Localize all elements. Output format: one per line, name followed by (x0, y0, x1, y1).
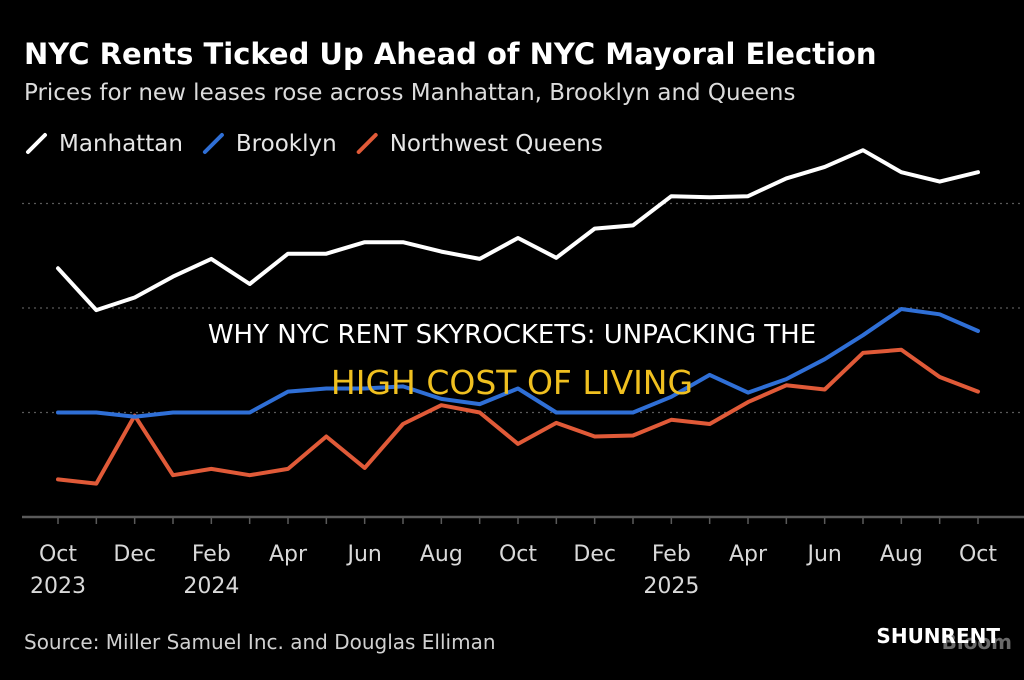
x-tick-label: Feb (192, 542, 231, 567)
x-tick-label: Aug (880, 542, 923, 567)
legend-swatch (202, 133, 224, 154)
legend-swatch (26, 133, 47, 154)
series-lines (56, 148, 980, 486)
headline-line-2: HIGH COST OF LIVING (331, 363, 693, 402)
x-tick-label: Apr (729, 542, 768, 567)
x-tick-label: Feb (652, 542, 691, 567)
gridlines (22, 202, 1024, 414)
legend-label: Northwest Queens (390, 131, 603, 157)
x-tick-label: Dec (113, 542, 156, 567)
legend: Manhattan Brooklyn Northwest Queens (26, 131, 603, 157)
x-tick-year-label: 2024 (183, 574, 239, 599)
chart-subtitle: Prices for new leases rose across Manhat… (24, 80, 795, 106)
brand-fragment: Bloom (942, 630, 1012, 654)
source-note: Source: Miller Samuel Inc. and Douglas E… (24, 630, 496, 654)
x-tick-label: Apr (269, 542, 308, 567)
chart-title: NYC Rents Ticked Up Ahead of NYC Mayoral… (24, 37, 877, 71)
headline-line-1: WHY NYC RENT SKYROCKETS: UNPACKING THE (208, 320, 816, 350)
x-tick-label: Oct (959, 542, 997, 567)
series-line-northwest-queens (56, 347, 980, 486)
x-tick-label: Jun (345, 542, 381, 567)
x-tick-label: Dec (573, 542, 616, 567)
x-tick-year-label: 2023 (30, 574, 86, 599)
legend-swatch (356, 133, 378, 154)
x-axis: Oct 2023 Dec Feb 2024 Apr Jun Aug Oct Dec Feb 2025 A… (22, 515, 1024, 599)
x-tick-label: Oct (499, 542, 537, 567)
legend-label: Brooklyn (236, 131, 337, 157)
series-line-brooklyn (56, 307, 980, 419)
x-tick-label: Aug (420, 542, 463, 567)
legend-label: Manhattan (59, 131, 183, 157)
watermark: SHUNRENT (876, 624, 1000, 648)
series-line-manhattan (56, 148, 980, 313)
x-tick-label: Jun (805, 542, 841, 567)
x-tick-label: Oct (39, 542, 77, 567)
x-tick-year-label: 2025 (643, 574, 699, 599)
